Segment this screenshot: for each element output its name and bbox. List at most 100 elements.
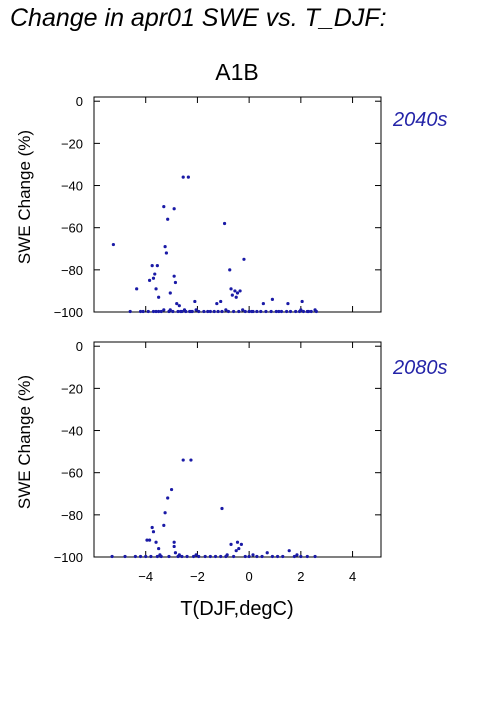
plot-frame-2080s [93,341,382,558]
data-point [242,257,246,261]
y-axis-label: SWE Change (%) [15,130,34,264]
y-tick-label: −20 [61,136,83,151]
data-point [181,175,185,179]
page-title: Change in apr01 SWE vs. T_DJF: [10,4,387,32]
data-point [191,554,196,559]
data-point [288,309,293,314]
data-point [167,554,171,559]
data-point [164,251,168,255]
data-point [147,278,152,282]
data-point [138,554,143,559]
x-tick-label: 2 [297,569,304,584]
data-point [277,309,281,314]
data-point [157,295,161,299]
data-point [194,308,198,312]
y-tick-label: −60 [61,466,83,481]
data-point [309,309,313,314]
data-point [269,309,273,314]
data-point [235,540,240,544]
data-point [144,554,148,559]
data-point [162,205,166,209]
x-tick-label: 4 [349,569,356,584]
data-point [265,551,269,555]
data-point [159,309,163,314]
data-point [237,309,241,314]
data-point [123,554,127,559]
data-point [111,242,115,247]
data-point [202,309,206,314]
data-point [224,554,228,559]
data-point [237,546,241,551]
data-point [166,496,170,500]
data-point [213,554,218,559]
x-tick-label: 0 [246,569,253,584]
x-axis-ticks [145,97,354,312]
data-point [133,554,137,559]
data-point [162,523,166,527]
data-point [301,309,306,314]
data-point [185,554,189,559]
data-point [135,287,139,291]
data-point [197,309,201,314]
scatter-points [111,175,318,314]
data-point [203,554,207,559]
data-point [233,289,237,293]
y-axis-ticks: 0 −20 −40 −60 −80 −100 [54,94,381,320]
data-point [274,309,278,314]
data-point [215,301,219,306]
y-tick-label: −40 [61,179,83,194]
data-point [151,309,156,314]
data-point [270,554,275,559]
data-point [186,175,190,179]
data-point [261,301,265,306]
data-point [179,309,183,314]
data-point [216,309,220,314]
data-point [238,289,242,293]
data-point [154,309,158,314]
data-point [224,308,228,312]
data-point [255,554,259,559]
data-point [169,487,174,492]
data-point [180,554,184,559]
data-point [299,308,303,312]
y-tick-label: −100 [54,305,83,320]
data-point [232,554,236,559]
data-point [158,553,162,557]
data-point [177,553,181,557]
y-tick-label: −40 [61,424,83,439]
data-point [172,207,176,211]
data-point [247,554,251,559]
data-point [307,309,311,314]
data-point [190,309,194,314]
data-point [153,272,157,276]
data-point [189,458,193,462]
data-point [234,549,238,553]
data-point [285,309,289,314]
data-point [149,554,153,559]
data-point [150,264,154,268]
y-tick-label: −80 [61,508,83,523]
data-point [172,274,176,278]
data-point [151,276,156,280]
data-point [300,299,304,304]
panel-label-2040s: 2040s [392,109,448,131]
data-point [230,293,234,297]
data-point [138,309,143,314]
data-point [157,546,161,551]
data-point [287,549,291,553]
data-point [141,309,145,314]
data-point [313,554,317,559]
data-point [243,554,247,559]
data-point [154,287,158,291]
data-point [295,553,299,557]
data-point [175,301,179,306]
data-point [212,309,216,314]
data-point [194,553,198,557]
data-point [163,245,167,249]
data-point [168,308,172,312]
data-point [275,554,280,559]
data-point [251,553,255,557]
data-point [219,299,223,304]
data-point [163,511,167,515]
